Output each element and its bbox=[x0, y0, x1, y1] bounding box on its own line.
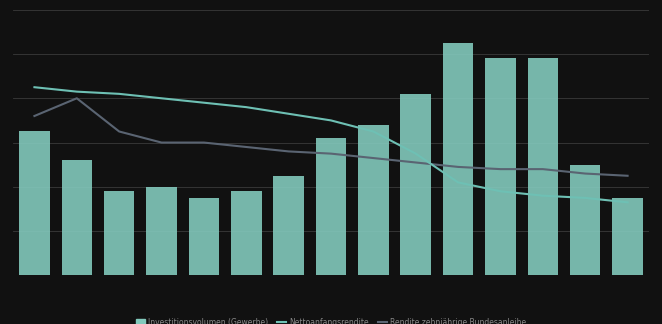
Bar bbox=[443, 43, 473, 275]
Bar bbox=[612, 198, 643, 275]
Bar bbox=[104, 191, 134, 275]
Bar bbox=[231, 191, 261, 275]
Bar bbox=[146, 187, 177, 275]
Bar bbox=[316, 138, 346, 275]
Legend: Investitionsvolumen (Gewerbe), Nettoanfangsrendite, Rendite zehnjährige Bundesan: Investitionsvolumen (Gewerbe), Nettoanfa… bbox=[132, 315, 530, 324]
Bar bbox=[570, 165, 600, 275]
Bar bbox=[528, 58, 558, 275]
Bar bbox=[273, 176, 304, 275]
Bar bbox=[62, 160, 92, 275]
Bar bbox=[19, 132, 50, 275]
Bar bbox=[401, 94, 431, 275]
Bar bbox=[189, 198, 219, 275]
Bar bbox=[485, 58, 516, 275]
Bar bbox=[358, 125, 389, 275]
